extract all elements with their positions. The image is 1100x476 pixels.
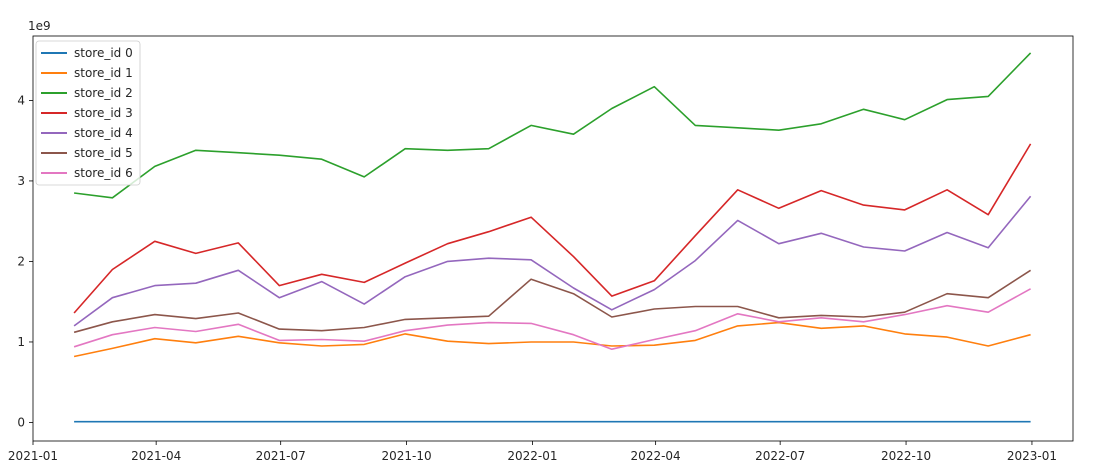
y-axis-scale-label: 1e9: [28, 19, 51, 33]
series-line-5: [73, 269, 1032, 334]
legend-label: store_id 6: [74, 166, 133, 180]
series-line-1: [73, 321, 1031, 358]
y-tick-label: 3: [17, 174, 25, 188]
x-tick-label: 2022-01: [507, 449, 557, 463]
x-tick-label: 2021-07: [256, 449, 306, 463]
series-line-4: [73, 195, 1032, 327]
x-tick-label: 2021-10: [382, 449, 432, 463]
legend-label: store_id 1: [74, 66, 133, 80]
legend-box: [35, 40, 141, 186]
series-line-3: [73, 143, 1032, 314]
series-line-6: [73, 288, 1031, 351]
x-tick-label: 2022-04: [631, 449, 681, 463]
x-tick-label: 2023-01: [1007, 449, 1057, 463]
y-tick-label: 2: [17, 254, 25, 268]
legend-label: store_id 3: [74, 106, 133, 120]
legend-label: store_id 2: [74, 86, 133, 100]
legend-label: store_id 5: [74, 146, 133, 160]
series-lines: [73, 52, 1032, 423]
series-line-2: [74, 52, 1032, 199]
y-tick-label: 1: [17, 335, 25, 349]
x-tick-label: 2021-04: [131, 449, 181, 463]
legend-label: store_id 4: [74, 126, 133, 140]
plot-frame: [32, 35, 1074, 442]
y-axis: 0 1 2 3 4: [17, 93, 33, 429]
legend-label: store_id 0: [74, 46, 133, 60]
y-tick-label: 0: [17, 415, 25, 429]
x-axis: 2021-01 2021-04 2021-07 2021-10 2022-01 2022-…: [8, 441, 1057, 463]
y-tick-label: 4: [17, 93, 25, 107]
x-tick-label: 2022-10: [881, 449, 931, 463]
x-tick-label: 2022-07: [755, 449, 805, 463]
x-tick-label: 2021-01: [8, 449, 58, 463]
legend: store_id 0 store_id 1 store_id 2 store_id 3…: [35, 40, 141, 186]
